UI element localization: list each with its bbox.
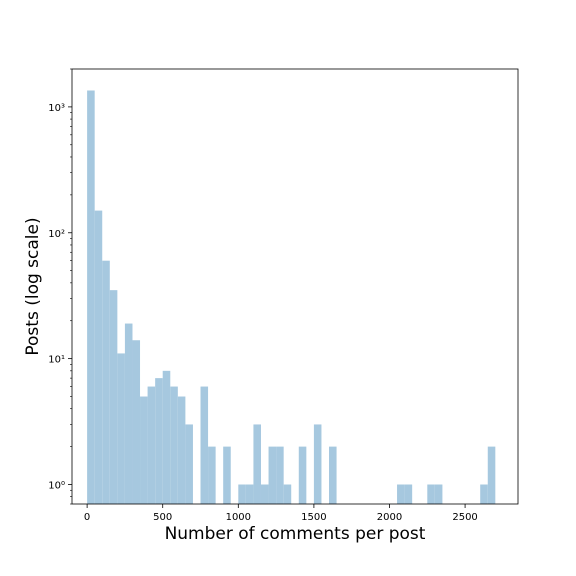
histogram-bar [487, 446, 496, 504]
histogram-bar [397, 484, 405, 504]
histogram-bar [87, 90, 95, 504]
histogram-bar [283, 484, 292, 504]
x-tick-label: 1500 [301, 512, 326, 523]
histogram-bar [102, 260, 110, 504]
histogram-bar [427, 484, 435, 504]
histogram-bar [329, 446, 337, 504]
histogram-bar [132, 340, 141, 504]
histogram-bar [260, 484, 269, 504]
histogram-bar [313, 424, 322, 504]
y-tick-label: 10² [48, 229, 65, 240]
y-tick-label: 10⁰ [48, 481, 65, 492]
histogram-bar [200, 386, 209, 504]
y-tick-label: 10³ [48, 103, 65, 114]
y-axis-ticks: 10⁰ 10¹ 10² 10³ [48, 68, 72, 505]
x-tick-label: 0 [84, 512, 90, 523]
histogram-bar [117, 353, 125, 504]
x-tick-label: 1000 [226, 512, 251, 523]
histogram-bar [208, 446, 216, 504]
y-axis-label: Posts (log scale) [23, 217, 43, 355]
histogram-bar [434, 484, 443, 504]
histogram-bar [223, 446, 231, 504]
histogram-bar [140, 396, 148, 504]
histogram-bar [94, 210, 103, 505]
histogram-bar [177, 396, 186, 504]
histogram-bar [162, 370, 171, 504]
histogram-bar [185, 424, 193, 504]
histogram-bar [109, 290, 118, 504]
x-tick-label: 2500 [452, 512, 477, 523]
histogram-bar [124, 323, 133, 504]
y-tick-label: 10¹ [48, 355, 65, 366]
histogram-bar [147, 386, 156, 504]
histogram-bars [87, 90, 496, 505]
histogram-bar [155, 378, 163, 504]
plot-frame [71, 68, 519, 505]
histogram-bar [404, 484, 413, 504]
histogram-bar [276, 446, 284, 504]
histogram-bar [268, 446, 277, 504]
histogram-bar [253, 424, 261, 504]
histogram-bar [170, 386, 178, 504]
histogram-bar [245, 484, 254, 504]
x-tick-label: 500 [153, 512, 172, 523]
x-axis-ticks: 0 500 1000 1500 2000 2500 [84, 504, 478, 523]
histogram-bar [480, 484, 488, 504]
histogram-bar [238, 484, 246, 504]
x-axis-label: Number of comments per post [165, 524, 426, 544]
x-tick-label: 2000 [377, 512, 402, 523]
histogram-bar [298, 446, 307, 504]
